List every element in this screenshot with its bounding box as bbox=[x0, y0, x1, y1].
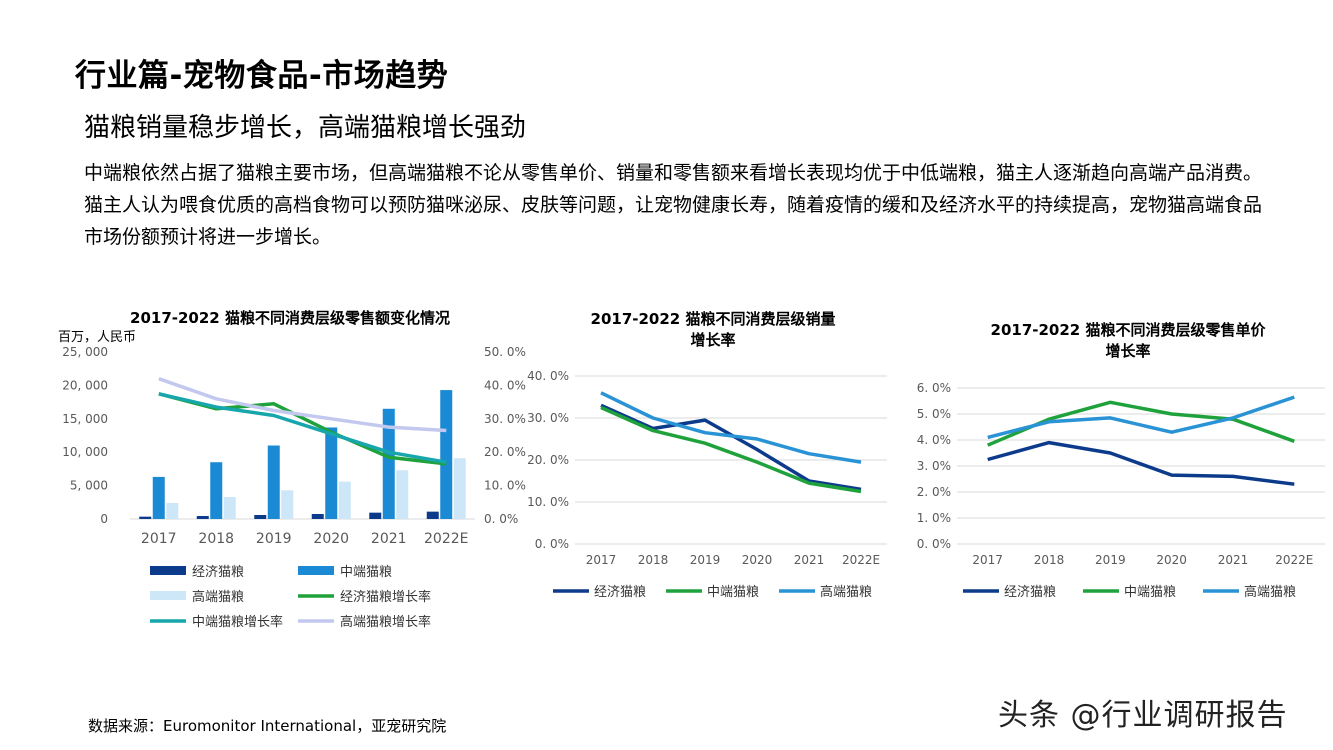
legend-label: 经济猫粮 bbox=[594, 585, 646, 600]
bar-中端猫粮 bbox=[440, 390, 453, 519]
bar-经济猫粮 bbox=[369, 512, 382, 519]
y2-tick-label: 10. 0% bbox=[484, 479, 526, 493]
y-tick-label: 10, 000 bbox=[62, 445, 108, 459]
y-tick-label: 0 bbox=[100, 512, 108, 526]
x-tick-label: 2017 bbox=[141, 531, 177, 547]
x-tick-label: 2017 bbox=[586, 553, 617, 567]
legend-label: 经济猫粮增长率 bbox=[340, 589, 431, 605]
bar-中端猫粮 bbox=[152, 476, 165, 519]
bar-经济猫粮 bbox=[426, 511, 439, 519]
x-tick-label: 2020 bbox=[742, 553, 773, 567]
y2-tick-label: 50. 0% bbox=[484, 345, 526, 359]
x-tick-label: 2019 bbox=[690, 553, 721, 567]
legend-swatch bbox=[298, 566, 334, 575]
x-tick-label: 2019 bbox=[256, 531, 292, 547]
y-tick-label: 20, 000 bbox=[62, 378, 108, 392]
x-tick-label: 2021 bbox=[1218, 553, 1249, 567]
chart-title: 2017-2022 猫粮不同消费层级零售额变化情况 bbox=[130, 309, 450, 327]
legend-label: 高端猫粮 bbox=[192, 589, 244, 605]
legend-label: 中端猫粮 bbox=[1124, 585, 1176, 600]
y2-tick-label: 40. 0% bbox=[484, 378, 526, 392]
y-tick-label: 20. 0% bbox=[527, 453, 569, 467]
y-tick-label: 40. 0% bbox=[527, 369, 569, 383]
y-tick-label: 30. 0% bbox=[527, 411, 569, 425]
y-tick-label: 5. 0% bbox=[917, 407, 951, 421]
y2-tick-label: 30. 0% bbox=[484, 412, 526, 426]
y-tick-label: 2. 0% bbox=[917, 485, 951, 499]
line-中端猫粮增长率 bbox=[158, 392, 447, 464]
bar-经济猫粮 bbox=[139, 516, 152, 519]
chart-title: 增长率 bbox=[1105, 342, 1150, 360]
data-source: 数据来源：Euromonitor International，亚宠研究院 bbox=[88, 717, 447, 735]
y-tick-label: 4. 0% bbox=[917, 433, 951, 447]
legend-label: 高端猫粮 bbox=[820, 584, 872, 600]
bar-经济猫粮 bbox=[311, 513, 324, 519]
x-tick-label: 2020 bbox=[1156, 553, 1187, 567]
x-tick-label: 2018 bbox=[638, 553, 669, 567]
legend-label: 高端猫粮 bbox=[1244, 584, 1296, 600]
y-axis-label: 百万，人民币 bbox=[58, 330, 136, 345]
bar-中端猫粮 bbox=[325, 427, 338, 519]
x-tick-label: 2021 bbox=[371, 531, 407, 547]
legend-label: 经济猫粮 bbox=[1004, 585, 1056, 600]
y-tick-label: 3. 0% bbox=[917, 459, 951, 473]
line-经济猫粮 bbox=[987, 440, 1295, 486]
legend-label: 中端猫粮 bbox=[707, 585, 759, 600]
y2-tick-label: 20. 0% bbox=[484, 445, 526, 459]
x-tick-label: 2022E bbox=[842, 553, 880, 567]
chart-title: 2017-2022 猫粮不同消费层级销量 bbox=[591, 310, 836, 328]
legend-label: 经济猫粮 bbox=[192, 565, 244, 580]
x-tick-label: 2021 bbox=[794, 553, 825, 567]
line-高端猫粮 bbox=[987, 395, 1295, 440]
legend-label: 中端猫粮 bbox=[340, 565, 392, 580]
bar-高端猫粮 bbox=[223, 496, 236, 519]
bar-经济猫粮 bbox=[254, 514, 267, 519]
bar-高端猫粮 bbox=[338, 481, 351, 519]
bar-高端猫粮 bbox=[453, 458, 466, 519]
bar-高端猫粮 bbox=[281, 490, 294, 519]
bar-中端猫粮 bbox=[210, 462, 223, 519]
y-tick-label: 0. 0% bbox=[917, 537, 951, 551]
page-subtitle: 猫粮销量稳步增长，高端猫粮增长强劲 bbox=[84, 113, 527, 143]
line-高端猫粮 bbox=[600, 391, 862, 464]
bar-高端猫粮 bbox=[166, 502, 179, 519]
bar-高端猫粮 bbox=[396, 470, 409, 519]
bar-中端猫粮 bbox=[267, 445, 280, 519]
chart-title: 增长率 bbox=[690, 331, 735, 349]
watermark: 头条 @行业调研报告 bbox=[998, 698, 1288, 733]
legend-label: 高端猫粮增长率 bbox=[340, 614, 431, 630]
y-tick-label: 10. 0% bbox=[527, 495, 569, 509]
y-tick-label: 1. 0% bbox=[917, 511, 951, 525]
body-paragraph: 中端粮依然占据了猫粮主要市场，但高端猫粮不论从零售单价、销量和零售额来看增长表现… bbox=[84, 162, 1263, 248]
x-tick-label: 2020 bbox=[313, 531, 349, 547]
x-tick-label: 2022E bbox=[424, 531, 468, 547]
y-tick-label: 0. 0% bbox=[535, 537, 569, 551]
legend-swatch bbox=[150, 591, 186, 600]
line-中端猫粮 bbox=[600, 405, 862, 494]
bar-中端猫粮 bbox=[382, 408, 395, 519]
x-tick-label: 2018 bbox=[198, 531, 234, 547]
x-tick-label: 2017 bbox=[972, 553, 1003, 567]
y-tick-label: 25, 000 bbox=[62, 345, 108, 359]
bar-经济猫粮 bbox=[196, 515, 209, 519]
y-tick-label: 5, 000 bbox=[70, 479, 108, 493]
y-tick-label: 6. 0% bbox=[917, 381, 951, 395]
legend-swatch bbox=[150, 566, 186, 575]
page-title: 行业篇-宠物食品-市场趋势 bbox=[75, 58, 449, 94]
chart-title: 2017-2022 猫粮不同消费层级零售单价 bbox=[991, 321, 1267, 339]
legend-label: 中端猫粮增长率 bbox=[192, 614, 283, 630]
line-高端猫粮增长率 bbox=[158, 377, 447, 433]
y-tick-label: 15, 000 bbox=[62, 412, 108, 426]
x-tick-label: 2022E bbox=[1275, 553, 1313, 567]
y2-tick-label: 0. 0% bbox=[484, 512, 518, 526]
x-tick-label: 2018 bbox=[1034, 553, 1065, 567]
x-tick-label: 2019 bbox=[1095, 553, 1126, 567]
